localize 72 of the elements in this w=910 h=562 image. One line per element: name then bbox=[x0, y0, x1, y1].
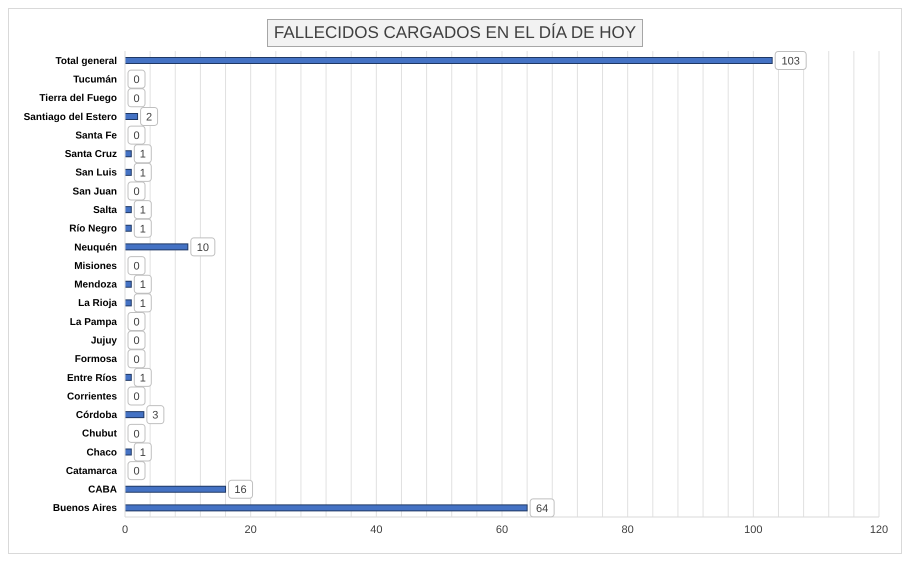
y-tick-label: Neuquén bbox=[74, 242, 117, 254]
data-label: 10 bbox=[196, 242, 209, 254]
data-label: 0 bbox=[133, 316, 140, 328]
data-label: 1 bbox=[140, 446, 146, 459]
chart-title: FALLECIDOS CARGADOS EN EL DÍA DE HOY bbox=[266, 19, 644, 47]
x-tick-label: 40 bbox=[370, 524, 382, 536]
bar bbox=[125, 112, 138, 120]
x-tick-label: 0 bbox=[122, 524, 128, 536]
x-tick-label: 20 bbox=[244, 524, 257, 536]
data-label: 1 bbox=[140, 298, 146, 310]
y-tick-label: Formosa bbox=[74, 354, 118, 366]
bar bbox=[125, 448, 132, 456]
y-tick-label: Tierra del Fuego bbox=[39, 93, 117, 104]
y-tick-label: Santa Cruz bbox=[64, 149, 117, 160]
data-label: 2 bbox=[146, 111, 152, 124]
x-tick-label: 80 bbox=[622, 524, 634, 536]
y-tick-label: Corrientes bbox=[66, 391, 118, 402]
data-label: 0 bbox=[133, 186, 140, 198]
y-tick-label: Total general bbox=[56, 56, 118, 67]
bar bbox=[125, 243, 188, 250]
y-tick-label: Río Negro bbox=[69, 224, 117, 235]
bar bbox=[125, 486, 226, 493]
data-label: 0 bbox=[133, 391, 140, 404]
y-tick-label: Santiago del Estero bbox=[24, 112, 117, 123]
y-tick-label: Mendoza bbox=[74, 280, 118, 291]
y-tick-label: La Pampa bbox=[70, 316, 118, 328]
x-tick-label: 120 bbox=[870, 524, 888, 536]
bar bbox=[125, 150, 132, 158]
bar bbox=[125, 206, 132, 214]
data-label: 0 bbox=[133, 428, 140, 440]
data-label: 16 bbox=[234, 484, 247, 496]
data-label: 1 bbox=[140, 204, 146, 217]
data-label: 0 bbox=[133, 74, 140, 86]
y-tick-label: Córdoba bbox=[76, 410, 118, 422]
y-tick-label: Buenos Aires bbox=[52, 503, 118, 514]
y-tick-label: Entre Ríos bbox=[66, 372, 118, 384]
y-tick-label: San Juan bbox=[72, 186, 117, 198]
bar bbox=[125, 411, 144, 418]
data-label: 0 bbox=[133, 130, 140, 142]
x-tick-label: 100 bbox=[744, 524, 763, 536]
y-tick-label: Misiones bbox=[74, 260, 118, 272]
bar bbox=[125, 57, 773, 64]
bar bbox=[125, 168, 132, 176]
y-tick-label: Chubut bbox=[82, 428, 118, 440]
data-label: 0 bbox=[133, 92, 140, 105]
y-tick-label: Salta bbox=[93, 204, 118, 216]
y-tick-label: Chaco bbox=[86, 447, 117, 458]
y-tick-label: San Luis bbox=[75, 168, 118, 179]
bar bbox=[125, 374, 132, 381]
data-label: 1 bbox=[140, 148, 146, 161]
data-label: 64 bbox=[536, 502, 548, 515]
data-label: 103 bbox=[782, 56, 800, 68]
y-tick-label: La Rioja bbox=[78, 298, 118, 310]
y-tick-label: Santa Fe bbox=[75, 130, 118, 142]
bar bbox=[125, 224, 132, 232]
data-label: 0 bbox=[133, 260, 140, 273]
data-label: 0 bbox=[133, 354, 140, 366]
y-tick-label: CABA bbox=[88, 484, 117, 496]
data-label: 0 bbox=[133, 335, 140, 348]
y-tick-label: Catamarca bbox=[66, 466, 118, 477]
bar bbox=[125, 504, 528, 512]
y-tick-label: Jujuy bbox=[90, 335, 118, 346]
data-label: 1 bbox=[140, 167, 146, 180]
y-tick-label: Tucumán bbox=[73, 74, 117, 86]
data-label: 1 bbox=[140, 223, 146, 236]
data-label: 3 bbox=[152, 410, 158, 422]
bar bbox=[125, 299, 132, 306]
data-label: 1 bbox=[140, 372, 146, 384]
data-label: 0 bbox=[133, 466, 140, 478]
x-tick-label: 60 bbox=[496, 524, 508, 536]
data-label: 1 bbox=[140, 279, 146, 292]
bar bbox=[125, 280, 132, 288]
